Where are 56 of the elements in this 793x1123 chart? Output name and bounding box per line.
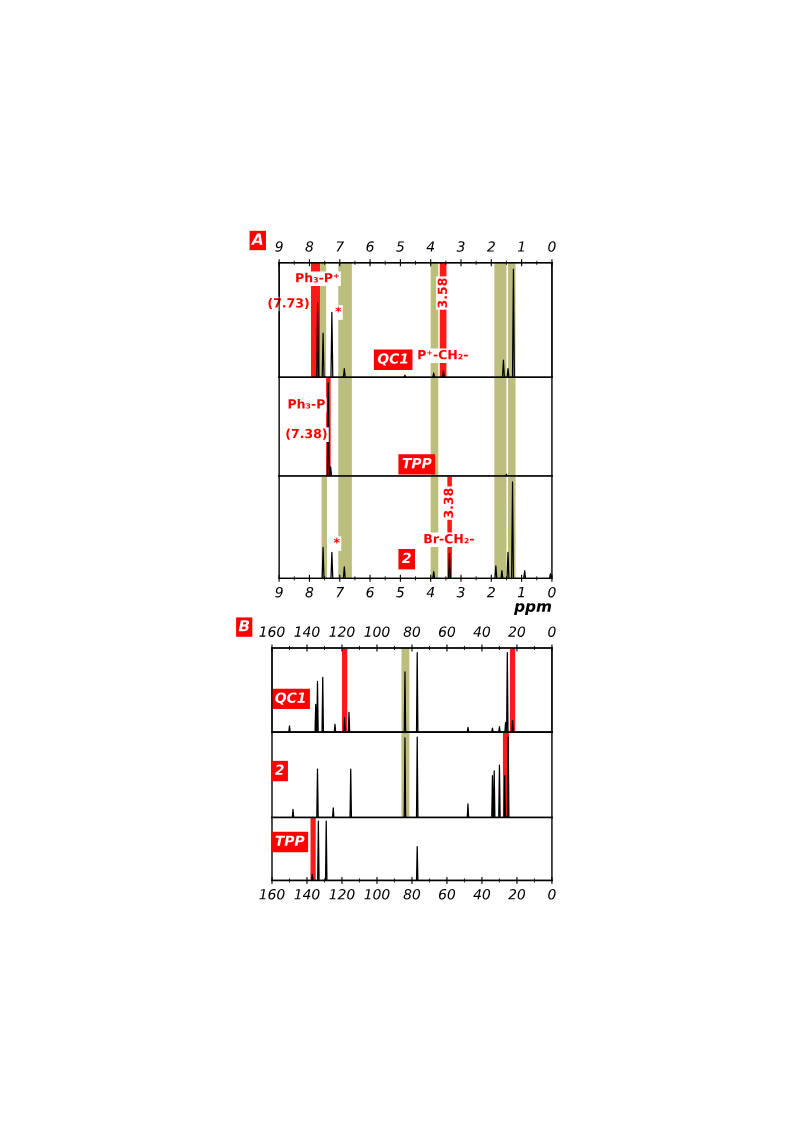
x2-tick-label: 6 xyxy=(366,241,374,252)
x2-tick-label: 20 xyxy=(508,626,526,637)
annotation: (7.38) xyxy=(286,428,327,440)
text: TPP xyxy=(275,835,305,846)
x-tick-label: 140 xyxy=(294,889,320,900)
x-tick-label: 3 xyxy=(456,586,465,598)
x2-tick-label: 160 xyxy=(259,626,285,637)
annotation: P⁺-CH₂- xyxy=(418,349,468,360)
annotation: Ph₃-P⁺ xyxy=(296,272,339,283)
x-tick-label: 100 xyxy=(364,889,390,900)
x-tick-label: 60 xyxy=(438,889,456,900)
annotation: * xyxy=(335,306,342,313)
x-tick-label: 120 xyxy=(329,889,355,900)
annotation: * xyxy=(333,537,340,544)
x-tick-label: 9 xyxy=(275,586,283,598)
x2-tick-label: 5 xyxy=(396,241,405,252)
x2-tick-label: 7 xyxy=(336,241,345,252)
x-tick-label: 5 xyxy=(396,587,405,598)
annotation: Br-CH₂- xyxy=(424,533,474,544)
x2-tick-label: 100 xyxy=(364,626,390,637)
text: TPP xyxy=(402,458,432,469)
x-tick-label: 1 xyxy=(517,587,524,598)
text: A xyxy=(250,233,263,245)
text: QC1 xyxy=(275,692,305,705)
x2-tick-label: 0 xyxy=(548,241,556,252)
x2-tick-label: 80 xyxy=(403,626,421,637)
x-tick-label: 6 xyxy=(366,586,374,598)
x2-tick-label: 140 xyxy=(294,626,320,637)
x2-tick-label: 9 xyxy=(275,241,283,252)
x2-tick-label: 120 xyxy=(329,626,355,637)
text: QC1 xyxy=(377,353,408,366)
x-tick-label: 8 xyxy=(305,586,314,598)
x2-tick-label: 8 xyxy=(305,241,314,252)
text: 2 xyxy=(274,764,284,775)
annotation: Ph₃-P xyxy=(288,398,325,409)
x-tick-label: 7 xyxy=(336,587,345,598)
x-tick-label: 0 xyxy=(548,889,556,900)
x-tick-label: 4 xyxy=(426,587,435,598)
text: 2 xyxy=(402,552,411,564)
x2-tick-label: 40 xyxy=(473,626,491,637)
x-tick-label: 0 xyxy=(548,586,556,598)
x2-tick-label: 3 xyxy=(456,241,465,252)
x-tick-label: 20 xyxy=(508,889,526,900)
x2-tick-label: 1 xyxy=(517,241,524,252)
x2-tick-label: 0 xyxy=(548,626,556,637)
x-tick-label: 160 xyxy=(259,889,285,900)
x2-tick-label: 60 xyxy=(438,626,456,637)
x2-tick-label: 2 xyxy=(486,241,495,252)
annotation: 3.58 xyxy=(437,278,448,308)
x-tick-label: 40 xyxy=(473,889,491,900)
x-axis-title: ppm xyxy=(513,603,552,615)
text: B xyxy=(238,620,250,632)
x2-tick-label: 4 xyxy=(426,241,435,252)
annotation: 3.38 xyxy=(443,488,454,518)
x-tick-label: 80 xyxy=(403,889,421,900)
x-tick-label: 2 xyxy=(486,586,495,598)
